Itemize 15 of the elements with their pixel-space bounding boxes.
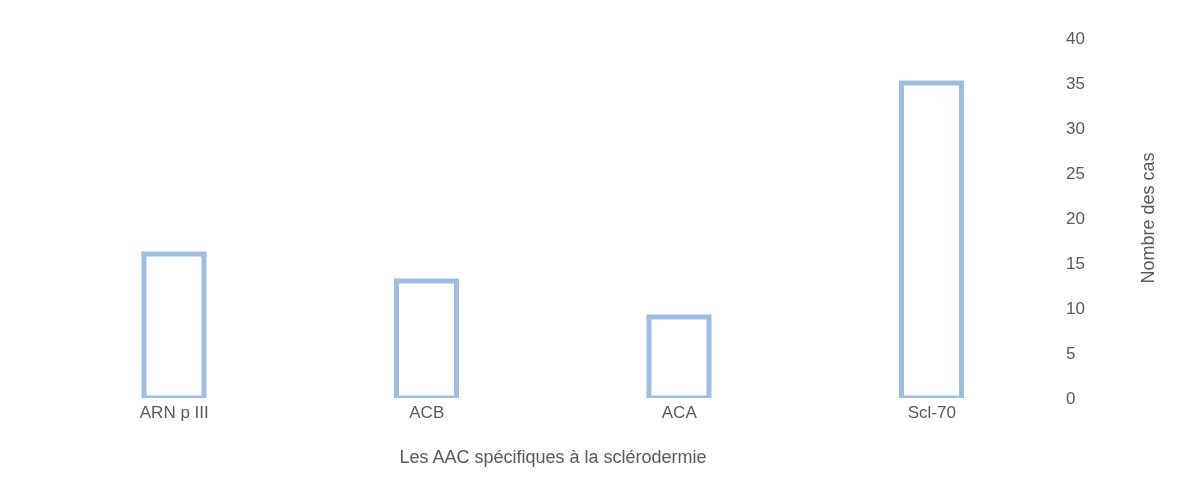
y-tick-label: 40: [1066, 29, 1085, 49]
x-axis-title: Les AAC spécifiques à la sclérodermie: [399, 447, 707, 467]
x-tick-label: ARN p III: [139, 403, 209, 423]
x-tick-label: ACA: [661, 403, 698, 423]
y-tick-label: 10: [1066, 299, 1085, 319]
y-tick-label: 15: [1066, 254, 1085, 274]
y-tick-label: 0: [1066, 389, 1076, 409]
y-tick-label: 5: [1066, 344, 1076, 364]
x-tick-label: Scl-70: [907, 403, 956, 423]
y-axis-title: Nombre des cas: [1138, 152, 1159, 284]
x-tick-label: ACB: [409, 403, 445, 423]
y-tick-label: 20: [1066, 209, 1085, 229]
y-tick-label: 35: [1066, 74, 1085, 94]
y-tick-label: 30: [1066, 119, 1085, 139]
y-tick-label: 25: [1066, 164, 1085, 184]
